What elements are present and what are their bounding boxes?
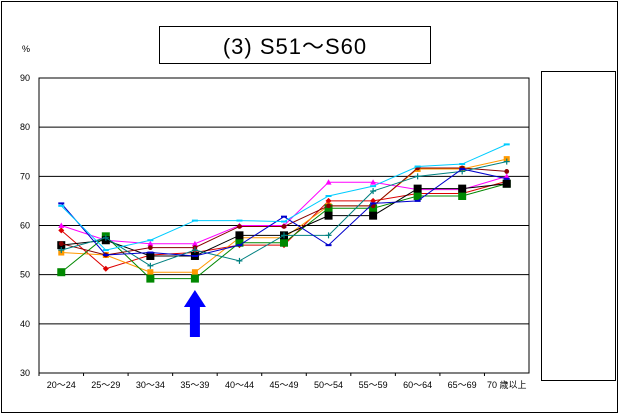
data-point [325,179,332,185]
y-axis-label: % [22,44,30,54]
data-point [147,240,154,247]
highlight-arrow [183,290,206,337]
data-point [503,158,510,165]
y-tick-label: 80 [20,122,30,132]
series-line [60,183,507,280]
x-tick-label: 45～49 [269,380,298,390]
x-tick-label: 20～24 [47,380,76,390]
y-tick-labels: 30 40 50 60 70 80 90 [20,73,30,378]
y-tick-label: 30 [20,368,30,378]
y-tick-label: 70 [20,171,30,181]
data-point [58,247,65,254]
series-lines [57,143,511,283]
data-point [102,234,109,241]
y-tick-label: 60 [20,221,30,231]
series-s55 [57,179,511,283]
data-point [280,238,288,247]
series-s60 [58,143,510,252]
data-point [370,188,377,195]
y-tick-label: 40 [20,319,30,329]
data-point [325,232,332,239]
data-point [57,268,66,277]
data-point [413,192,422,200]
data-point [58,227,65,234]
data-point [58,241,64,247]
data-point [281,232,287,239]
x-tick-label: 40～44 [225,380,254,390]
data-point [236,257,243,264]
x-tick-label: 55～59 [359,380,388,390]
data-point [146,251,155,260]
data-point [413,184,422,193]
x-tick-label: 65～69 [448,380,477,390]
x-tick-labels: 20～24 25～29 30～34 35～39 40～44 45～49 50～54 55～59… [38,373,527,390]
data-point [191,247,198,254]
series-s58 [58,158,510,269]
x-tick-label: 70 歳以上 [487,379,527,390]
data-point [324,211,333,220]
data-point [102,265,109,272]
data-point [326,203,331,209]
x-tick-label: 60～64 [403,380,432,390]
data-point [235,231,244,240]
data-point [458,184,467,193]
data-point [325,197,332,204]
arrow-shape [183,290,206,337]
data-point [458,192,467,200]
series-line [61,161,507,267]
legend-box [541,71,616,381]
x-tick-label: 30～34 [136,380,165,390]
data-point [504,169,510,174]
data-point [237,224,242,229]
data-point [503,173,510,179]
data-point [190,274,199,283]
x-tick-label: 35～39 [180,380,209,390]
data-point [414,173,421,180]
x-tick-label: 50～54 [314,380,343,390]
x-tick-label: 25～29 [91,380,120,390]
data-point [191,240,198,247]
data-point [147,262,154,269]
data-point [191,269,198,276]
data-point [370,179,377,185]
chart-title: (3) S51～S60 [159,26,431,64]
data-point [235,238,244,247]
data-point [58,222,65,228]
series-s59 [58,167,510,257]
data-point [369,211,378,220]
data-point [369,204,378,213]
y-tick-label: 50 [20,270,30,280]
data-point [147,245,153,251]
data-point [324,204,333,213]
plot-area [38,77,530,374]
data-point [502,179,511,188]
data-point [281,224,287,229]
data-point [146,274,155,283]
y-tick-label: 90 [20,73,30,83]
data-point [147,269,154,276]
